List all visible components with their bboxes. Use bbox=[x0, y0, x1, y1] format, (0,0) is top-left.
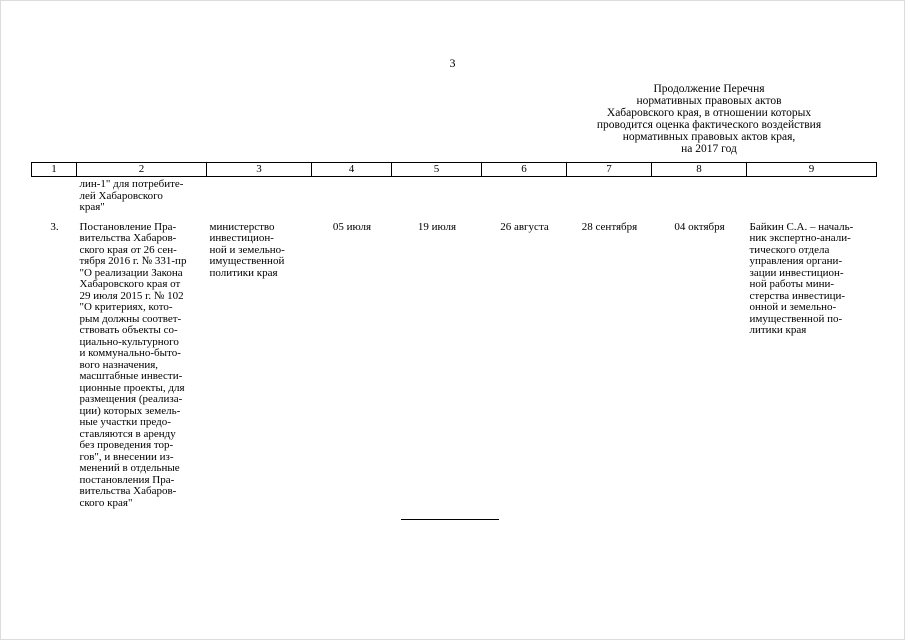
acts-table: 1 2 3 4 5 6 7 8 9 лин-1" для потребите- … bbox=[31, 162, 877, 509]
header-line-4: проводится оценка фактического воздейств… bbox=[596, 119, 822, 131]
header-line-5: нормативных правовых актов края, bbox=[622, 131, 796, 143]
date-4: 28 сентября bbox=[581, 220, 638, 233]
header-line-2: нормативных правовых актов bbox=[636, 95, 782, 107]
col-header-9: 9 bbox=[746, 162, 877, 177]
act-name-continued: лин-1" для потребите- лей Хабаровского к… bbox=[79, 178, 184, 213]
table-row-continuation: лин-1" для потребите- лей Хабаровского к… bbox=[32, 177, 877, 214]
col-header-7: 7 bbox=[566, 162, 652, 177]
empty-cell bbox=[207, 177, 312, 214]
col-header-8: 8 bbox=[651, 162, 747, 177]
header-line-3: Хабаровского края, в отношении которых bbox=[606, 107, 812, 119]
act-name: Постановление Пра- вительства Хабаров- с… bbox=[79, 220, 187, 509]
empty-cell bbox=[652, 177, 747, 214]
authority: министерство инвестицион- ной и земельно… bbox=[209, 220, 285, 279]
empty-cell bbox=[32, 177, 77, 214]
table-header-row: 1 2 3 4 5 6 7 8 9 bbox=[31, 162, 877, 177]
footnote-separator bbox=[401, 519, 499, 520]
empty-cell bbox=[747, 177, 877, 214]
date-1: 05 июля bbox=[332, 220, 372, 233]
date-5: 04 октября bbox=[674, 220, 725, 233]
header-line-6: на 2017 год bbox=[681, 143, 737, 155]
col-header-6: 6 bbox=[481, 162, 567, 177]
col-header-1: 1 bbox=[31, 162, 77, 177]
empty-cell bbox=[482, 177, 567, 214]
col-header-3: 3 bbox=[206, 162, 312, 177]
col-header-2: 2 bbox=[76, 162, 207, 177]
table-row-3: 3. Постановление Пра- вительства Хабаров… bbox=[32, 214, 877, 510]
responsible-person: Байкин С.А. – началь- ник экспертно-анал… bbox=[749, 220, 854, 336]
page-number: 3 bbox=[449, 56, 456, 70]
date-2: 19 июля bbox=[417, 220, 457, 233]
empty-cell bbox=[392, 177, 482, 214]
date-3: 26 августа bbox=[500, 220, 549, 233]
row-number: 3. bbox=[50, 220, 59, 233]
header-line-1: Продолжение Перечня bbox=[653, 83, 765, 95]
empty-cell bbox=[312, 177, 392, 214]
col-header-5: 5 bbox=[391, 162, 482, 177]
document-header: Продолжение Перечня нормативных правовых… bbox=[542, 83, 876, 155]
empty-cell bbox=[567, 177, 652, 214]
col-header-4: 4 bbox=[311, 162, 392, 177]
